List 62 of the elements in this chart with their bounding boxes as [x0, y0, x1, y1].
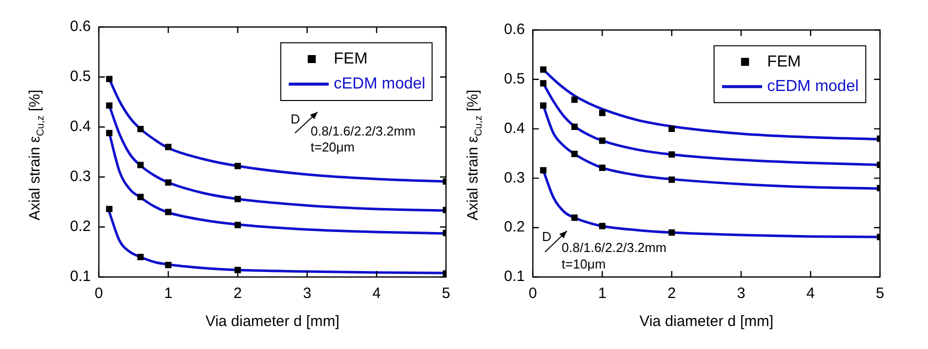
x-tick-label: 5: [876, 285, 884, 302]
point: [165, 262, 172, 268]
y-tick-label: 0.2: [504, 218, 525, 236]
x-tick-label: 5: [442, 285, 450, 302]
point: [668, 126, 675, 132]
point: [540, 80, 546, 87]
point: [106, 102, 112, 109]
point: [540, 102, 546, 109]
y-tick-label: 0.4: [504, 120, 525, 137]
x-tick-label: 3: [302, 285, 312, 302]
point: [571, 96, 578, 103]
annotation: t=20μm: [310, 139, 355, 154]
y-tick-label: 0.4: [70, 118, 91, 136]
legend-label: FEM: [334, 50, 368, 68]
point: [540, 167, 546, 174]
point: [106, 206, 112, 212]
y-tick-label: 0.3: [70, 168, 91, 186]
legend-label: FEM: [767, 53, 801, 70]
legend-label: cEDM model: [334, 76, 426, 93]
point: [668, 151, 675, 158]
x-tick-label: 2: [668, 285, 676, 302]
point: [106, 76, 112, 82]
point: [165, 144, 172, 150]
point: [234, 196, 241, 202]
point: [668, 229, 675, 236]
x-tick-label: 1: [598, 285, 606, 302]
x-tick-label: 3: [736, 285, 746, 302]
point: [571, 124, 578, 130]
point: [106, 130, 112, 136]
y-tick-label: 0.5: [70, 68, 91, 86]
annotation: 0.8/1.6/2.2/3.2mm: [310, 123, 416, 138]
x-axis-title: Via diameter d [mm]: [205, 313, 340, 330]
point: [599, 110, 606, 116]
y-tick-label: 0.6: [70, 18, 91, 36]
x-tick-label: 4: [806, 285, 815, 302]
point: [599, 137, 606, 144]
point: [234, 222, 241, 228]
x-tick-label: 0: [528, 285, 538, 302]
x-tick-label: 1: [164, 285, 172, 302]
y-tick-label: 0.6: [504, 21, 525, 38]
annotation: D: [542, 229, 552, 244]
legend-label: cEDM model: [767, 78, 859, 95]
y-tick-label: 0.2: [70, 218, 91, 236]
annotation: 0.8/1.6/2.2/3.2mm: [562, 240, 666, 256]
y-tick-label: 0.1: [70, 268, 91, 286]
annotation: t=10μm: [562, 256, 606, 272]
x-tick-label: 0: [94, 285, 104, 302]
annotation: D: [290, 112, 300, 127]
y-tick-label: 0.3: [504, 169, 525, 186]
point: [599, 164, 606, 172]
x-tick-label: 2: [234, 285, 242, 302]
point: [165, 208, 172, 216]
x-axis-title: Via diameter d [mm]: [639, 313, 774, 330]
y-tick-label: 0.5: [504, 70, 525, 88]
point: [165, 179, 172, 186]
point: [668, 176, 675, 183]
point: [599, 222, 606, 230]
point: [571, 214, 578, 221]
point: [540, 66, 546, 73]
point: [234, 162, 241, 170]
x-tick-label: 4: [372, 285, 381, 302]
y-tick-label: 0.1: [504, 268, 525, 286]
